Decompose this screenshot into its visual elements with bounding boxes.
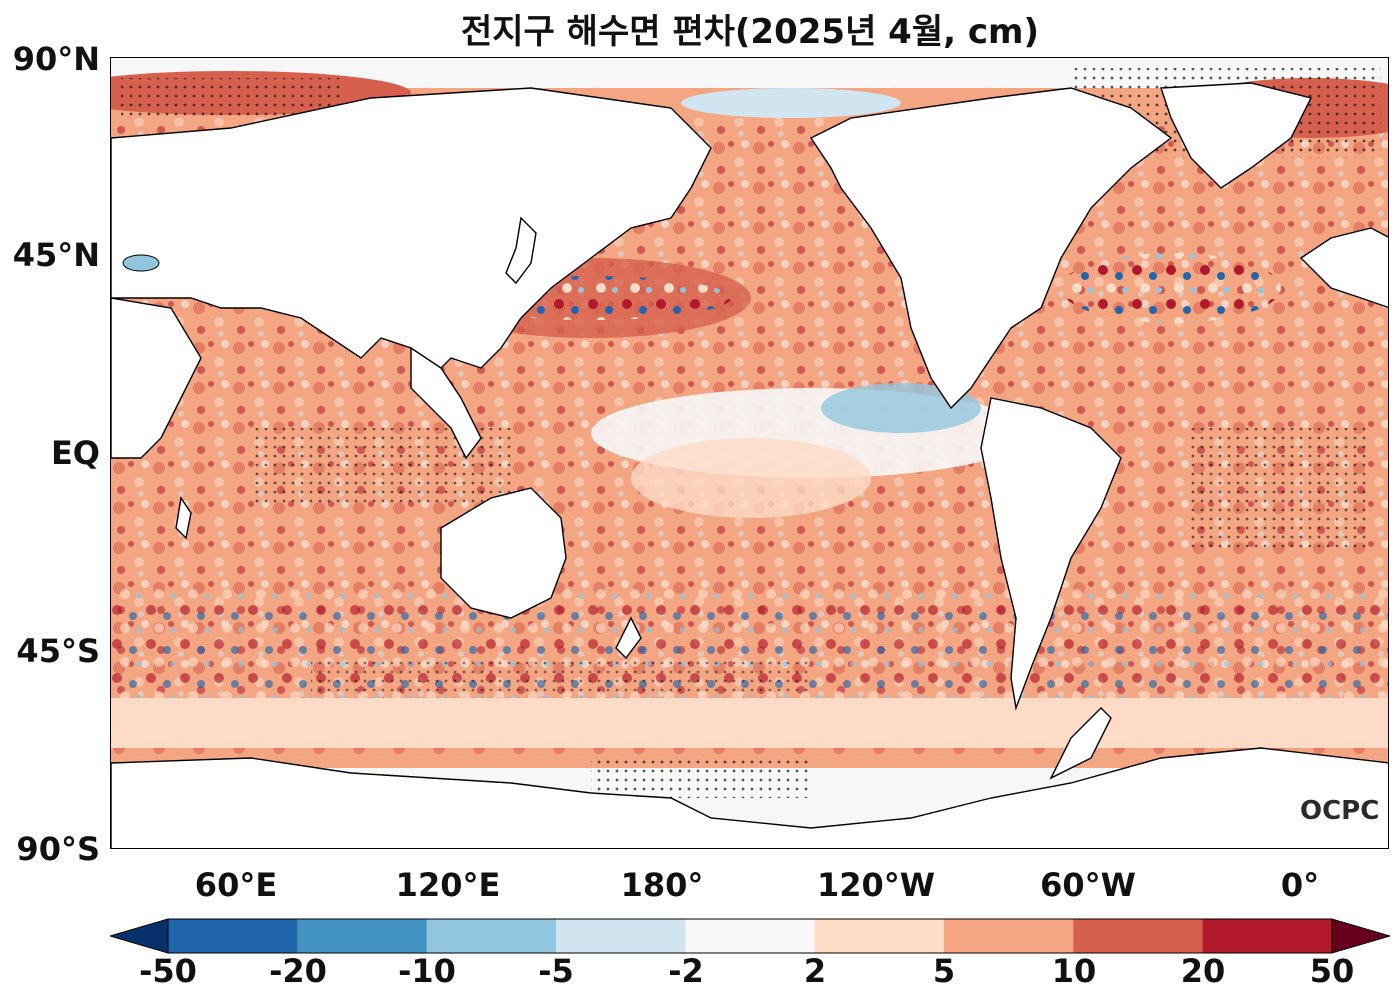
lat-label-90s: 90°S bbox=[16, 830, 100, 868]
colorbar-segment bbox=[685, 919, 816, 953]
south-pacific-light bbox=[631, 438, 871, 518]
colorbar-min-arrow bbox=[110, 918, 169, 954]
sea-level-anomaly-map bbox=[110, 57, 1389, 849]
europe bbox=[1299, 227, 1388, 309]
colorbar-tick: 20 bbox=[1180, 952, 1226, 990]
colorbar-segment bbox=[168, 919, 298, 953]
lat-label-90n: 90°N bbox=[12, 40, 100, 78]
significance-stipple bbox=[121, 78, 341, 118]
lon-label-0: 0° bbox=[1280, 866, 1320, 904]
southern-ocean-light bbox=[111, 698, 1388, 748]
south-america bbox=[980, 397, 1122, 711]
black-sea bbox=[122, 254, 160, 272]
colorbar-tick: -5 bbox=[538, 952, 574, 990]
significance-stipple bbox=[591, 758, 811, 798]
eastern-pacific-negative bbox=[821, 383, 981, 433]
lon-label-60e: 60°E bbox=[194, 866, 278, 904]
colorbar-segment bbox=[944, 919, 1074, 953]
colorbar-tick: 50 bbox=[1309, 952, 1355, 990]
colorbar bbox=[110, 918, 1390, 954]
colorbar-max-arrow bbox=[1331, 918, 1390, 954]
lat-label-45s: 45°S bbox=[16, 632, 100, 670]
madagascar bbox=[175, 496, 192, 540]
map-canvas bbox=[111, 58, 1388, 848]
colorbar-segment bbox=[1202, 919, 1333, 953]
colorbar-tick: -20 bbox=[269, 952, 327, 990]
antarctica bbox=[111, 747, 1388, 848]
colorbar-segment bbox=[1073, 919, 1204, 953]
new-zealand bbox=[615, 616, 642, 660]
greenland bbox=[1160, 82, 1313, 189]
north-america bbox=[809, 87, 1173, 410]
colorbar-tick: 5 bbox=[932, 952, 956, 990]
indochina bbox=[410, 346, 482, 460]
colorbar-tick: -2 bbox=[668, 952, 704, 990]
colorbar-tick: -10 bbox=[398, 952, 456, 990]
australia bbox=[440, 487, 567, 619]
colorbar-tick: 2 bbox=[803, 952, 827, 990]
gulf-stream-eddies bbox=[1061, 253, 1281, 323]
colorbar-tick: -50 bbox=[139, 952, 197, 990]
significance-stipple bbox=[1191, 428, 1371, 548]
eurasia bbox=[111, 87, 712, 380]
significance-stipple bbox=[311, 658, 811, 698]
colorbar-segments bbox=[167, 918, 1333, 954]
japan bbox=[505, 216, 537, 285]
colorbar-segment bbox=[426, 919, 557, 953]
lon-label-60w: 60°W bbox=[1040, 866, 1136, 904]
lon-label-120w: 120°W bbox=[816, 866, 936, 904]
lon-label-120e: 120°E bbox=[395, 866, 501, 904]
colorbar-segment bbox=[556, 919, 686, 953]
lon-label-180: 180° bbox=[620, 866, 704, 904]
land-masses bbox=[111, 82, 1388, 848]
lat-label-eq: EQ bbox=[50, 434, 100, 472]
ocpc-logo: OCPC bbox=[1300, 796, 1380, 826]
colorbar-segment bbox=[297, 919, 428, 953]
antarctic-peninsula bbox=[1049, 707, 1112, 780]
africa bbox=[111, 297, 202, 459]
arctic-negative bbox=[681, 88, 901, 118]
colorbar-tick: 10 bbox=[1051, 952, 1097, 990]
map-title: 전지구 해수면 편차(2025년 4월, cm) bbox=[460, 12, 1039, 52]
lat-label-45n: 45°N bbox=[12, 236, 100, 274]
colorbar-segment bbox=[814, 919, 945, 953]
